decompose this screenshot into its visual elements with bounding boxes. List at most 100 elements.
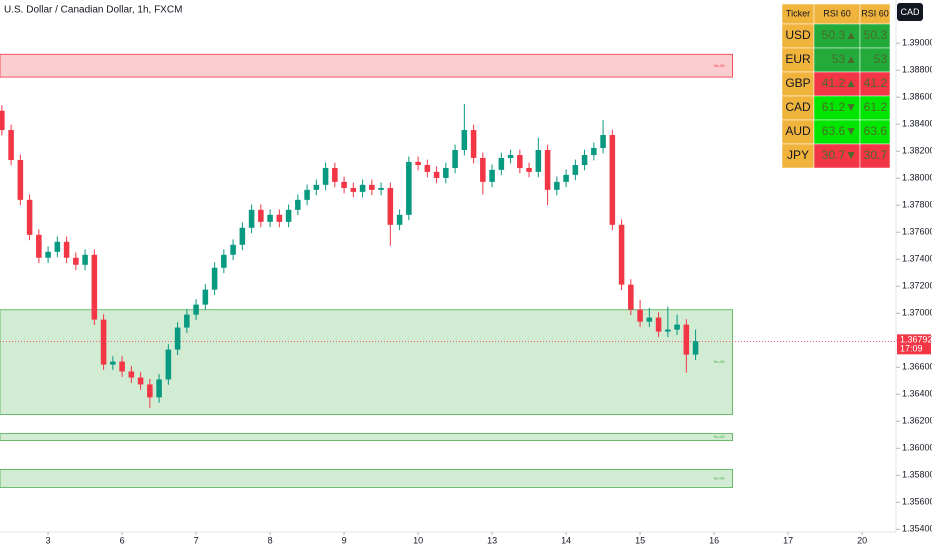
x-tick-label: 8 [268,535,273,545]
candle-body [304,189,310,200]
candle-body [461,130,468,151]
candle-body [17,160,24,200]
zone-label: Bu-08 [714,434,725,439]
currency-button[interactable] [897,3,923,21]
x-tick-label: 13 [487,535,497,545]
ticker-label: AUD [785,124,811,138]
candle-body [174,327,181,350]
x-tick-label: 10 [413,535,423,545]
candle-body [572,165,579,175]
x-tick-label: 6 [120,535,125,545]
candle-body [0,110,5,131]
candle-body [359,184,366,192]
x-tick-label: 15 [635,535,645,545]
candle-body [156,379,162,398]
y-tick-label: 1.35800 [902,470,932,480]
candle-body [63,241,70,258]
candle-body [91,254,98,320]
y-tick-label: 1.38600 [902,92,932,102]
rsi-cell [859,143,891,169]
rsi-value: 61.2 [864,100,888,114]
candle-body [526,167,532,172]
zone [0,433,733,441]
candle-body [637,309,643,322]
x-tick-label: 17 [783,535,793,545]
ticker-cell [781,119,815,145]
candle-body [646,317,653,322]
rsi-value: 61.2▼ [822,100,857,114]
candle-body [248,209,255,228]
ticker-label: EUR [785,52,811,66]
candle-body [36,234,42,258]
table-header: RSI 60 [823,8,851,18]
y-tick-label: 1.36200 [902,416,932,426]
x-tick-label: 3 [46,535,51,545]
y-tick-label: 1.37600 [902,227,932,237]
ticker-label: USD [785,28,811,42]
zone-label: Se-05 [714,63,725,68]
y-tick-label: 1.37200 [902,281,932,291]
candle-body [396,214,403,225]
candle-body [591,147,597,156]
candle-body [73,257,79,265]
candle-body [443,167,449,178]
rsi-cell [859,95,891,121]
candle-body [202,289,209,305]
candle-body [387,187,394,225]
candle-body [544,150,551,190]
last-price-box [897,334,931,355]
candle-body [119,361,125,372]
candle-body [433,171,440,178]
zone [0,469,733,488]
rsi-cell [813,143,861,169]
x-tick-label: 16 [709,535,719,545]
rsi-value: 53▲ [832,52,857,66]
y-tick-label: 1.39000 [902,38,932,48]
y-tick-label: 1.38400 [902,119,932,129]
zone-label: Bu-08 [714,359,725,364]
candle-body [452,150,458,168]
candle-body [665,329,671,332]
candle-body [285,209,292,222]
candle-body [535,150,542,172]
zone [0,53,733,78]
candle-body [239,227,246,245]
candle-body [147,384,153,398]
candle-body [45,251,51,258]
ticker-label: JPY [787,148,809,162]
ticker-cell [781,47,815,73]
rsi-cell [859,71,891,97]
candle-body [211,267,218,290]
candle-body [128,371,135,378]
candle-body [563,174,569,182]
x-tick-label: 14 [561,535,571,545]
candle-body [415,161,421,166]
countdown-label: 17:09 [900,344,923,354]
candle-body [683,324,690,355]
y-tick-label: 1.36600 [902,362,932,372]
candle-body [26,199,33,235]
candle-body [628,284,634,310]
candle-body [110,361,116,365]
y-tick-label: 1.35400 [902,524,932,534]
candle-body [82,254,88,265]
candle-body [674,324,680,330]
candle-body [470,130,477,158]
candle-body [221,254,227,268]
y-tick-label: 1.37800 [902,200,932,210]
currency-label[interactable]: CAD [900,7,920,17]
table-header: Ticker [786,8,810,18]
candle-body [230,244,236,255]
y-tick-label: 1.38800 [902,65,932,75]
rsi-cell [813,95,861,121]
rsi-value: 63.6 [864,124,888,138]
rsi-value: 50.3▲ [822,28,857,42]
candle-body [517,155,523,168]
rsi-value: 41.2▲ [822,76,857,90]
rsi-value: 50.3 [864,28,888,42]
y-tick-label: 1.37400 [902,254,932,264]
ticker-label: GBP [785,76,810,90]
candle-body [137,377,144,385]
